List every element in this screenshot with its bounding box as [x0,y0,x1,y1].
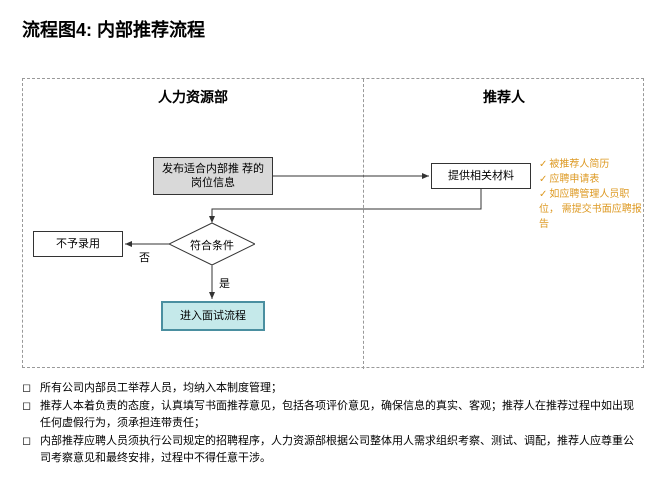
note-item: 如应聘管理人员职位， 需提交书面应聘报告 [539,187,643,232]
flow-container: 人力资源部 推荐人 发布适合内部推 荐的岗位信息 提供相关材料 不予录用 符合条… [22,78,644,368]
label-no: 否 [139,249,150,265]
label-yes: 是 [219,275,230,291]
bullet-icon: ◻ [22,398,40,433]
decision-label: 符合条件 [169,223,255,267]
bullet-icon: ◻ [22,433,40,468]
footnote-text: 所有公司内部员工举荐人员，均纳入本制度管理； [40,380,282,398]
footnotes: ◻所有公司内部员工举荐人员，均纳入本制度管理； ◻推荐人本着负责的态度，认真填写… [22,380,642,468]
node-reject: 不予录用 [33,231,123,257]
node-interview: 进入面试流程 [161,301,265,331]
column-header-referrer: 推荐人 [363,87,645,107]
node-decision: 符合条件 [169,223,255,267]
footnote-text: 推荐人本着负责的态度，认真填写书面推荐意见，包括各项评价意见，确保信息的真实、客… [40,398,642,433]
note-item: 被推荐人简历 [539,157,643,172]
footnote-text: 内部推荐应聘人员须执行公司规定的招聘程序，人力资源部根据公司整体用人需求组织考察… [40,433,642,468]
node-publish: 发布适合内部推 荐的岗位信息 [153,157,273,195]
note-item: 应聘申请表 [539,172,643,187]
side-notes: 被推荐人简历 应聘申请表 如应聘管理人员职位， 需提交书面应聘报告 [539,157,643,232]
footnote-item: ◻推荐人本着负责的态度，认真填写书面推荐意见，包括各项评价意见，确保信息的真实、… [22,398,642,433]
footnote-item: ◻所有公司内部员工举荐人员，均纳入本制度管理； [22,380,642,398]
footnote-item: ◻内部推荐应聘人员须执行公司规定的招聘程序，人力资源部根据公司整体用人需求组织考… [22,433,642,468]
page-title: 流程图4: 内部推荐流程 [0,0,667,42]
column-divider [363,79,364,369]
bullet-icon: ◻ [22,380,40,398]
column-header-hr: 人力资源部 [23,87,363,107]
node-provide: 提供相关材料 [431,163,531,189]
